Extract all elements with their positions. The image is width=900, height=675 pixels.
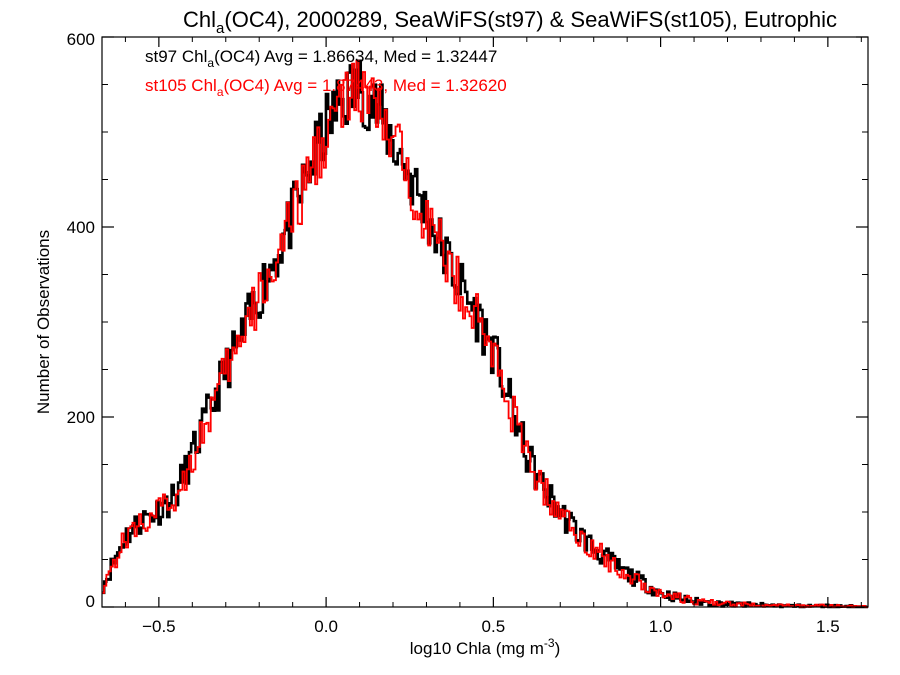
y-tick-label: 200	[67, 408, 95, 427]
legend-st97-prefix: st97 Chl	[145, 47, 207, 66]
chart-title-subscript: a	[216, 20, 225, 37]
chart-title-suffix: (OC4), 2000289, SeaWiFS(st97) & SeaWiFS(…	[224, 7, 837, 32]
legend-entry-st97: st97 Chla(OC4) Avg = 1.86634, Med = 1.32…	[145, 47, 497, 70]
tick-layer: −0.5 0.0 0.5 1.0 1.5 0 200 400 600	[67, 30, 868, 636]
y-tick-label: 600	[67, 30, 95, 49]
legend-st105-prefix: st105 Chl	[145, 76, 217, 95]
x-tick-label: 0.0	[314, 617, 338, 636]
y-tick-label: 400	[67, 218, 95, 237]
x-axis-label-main: log10 Chla (mg m	[410, 639, 544, 658]
x-tick-label: 1.0	[649, 617, 673, 636]
chart-title-prefix: Chl	[183, 7, 216, 32]
x-axis-label-close: )	[555, 639, 561, 658]
legend-st97-suffix: (OC4) Avg = 1.86634, Med = 1.32447	[214, 47, 497, 66]
x-tick-label: 0.5	[482, 617, 506, 636]
legend-entry-st105: st105 Chla(OC4) Avg = 1.87443, Med = 1.3…	[145, 76, 507, 99]
y-tick-label: 0	[86, 592, 95, 611]
x-axis-label: log10 Chla (mg m-3)	[410, 636, 561, 658]
x-tick-label: 1.5	[816, 617, 840, 636]
legend-st97-subscript: a	[207, 56, 214, 70]
y-axis-label: Number of Observations	[34, 230, 53, 414]
legend-st105-suffix: (OC4) Avg = 1.87443, Med = 1.32620	[224, 76, 507, 95]
legend-st105-subscript: a	[217, 85, 224, 99]
series-layer	[102, 59, 868, 609]
x-tick-label: −0.5	[142, 617, 176, 636]
x-axis-label-superscript: -3	[544, 636, 555, 650]
series-st105-histogram	[102, 59, 868, 608]
chart-title: Chla(OC4), 2000289, SeaWiFS(st97) & SeaW…	[183, 7, 837, 37]
